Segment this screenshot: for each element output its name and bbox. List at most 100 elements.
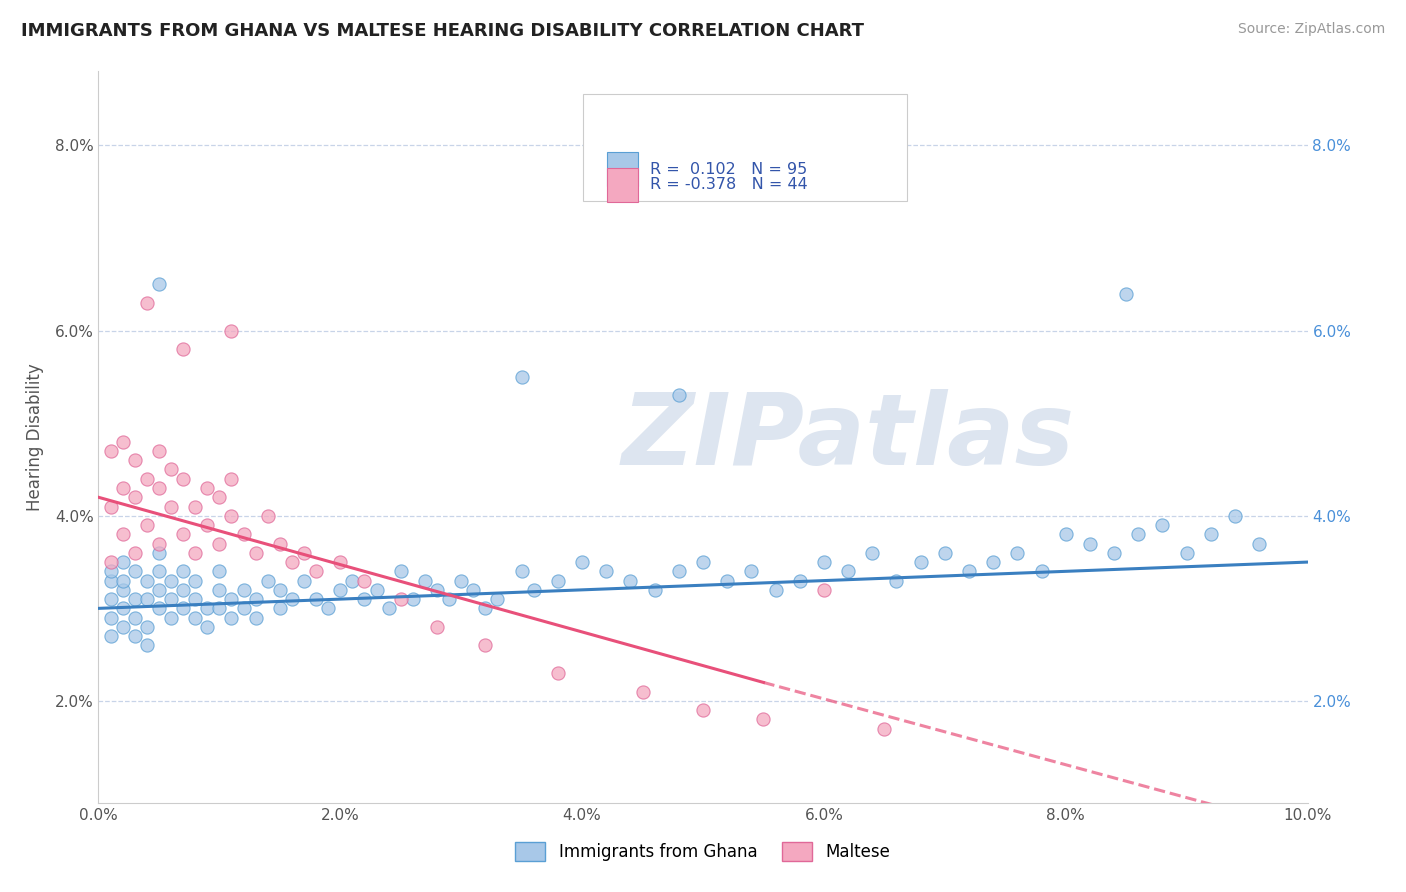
Point [1115, 286, 1137, 301]
Point [1249, 536, 1271, 550]
Point [692, 555, 714, 569]
Point [957, 565, 980, 579]
Point [111, 555, 134, 569]
Point [124, 629, 146, 643]
Point [111, 574, 134, 588]
Point [208, 582, 231, 597]
Point [474, 639, 496, 653]
Point [789, 574, 811, 588]
Point [100, 629, 122, 643]
Point [135, 574, 157, 588]
Point [668, 565, 690, 579]
Point [135, 472, 157, 486]
Point [195, 518, 218, 533]
Point [148, 601, 170, 615]
Point [463, 582, 485, 597]
Point [172, 601, 194, 615]
Point [510, 370, 533, 384]
Point [184, 610, 207, 624]
Point [353, 592, 375, 607]
Point [195, 481, 218, 495]
Point [813, 582, 835, 597]
Point [1223, 508, 1246, 523]
Y-axis label: Hearing Disability: Hearing Disability [25, 363, 44, 511]
Point [232, 527, 254, 541]
Point [148, 546, 170, 560]
Point [437, 592, 460, 607]
Point [740, 565, 762, 579]
Point [135, 639, 157, 653]
Point [111, 620, 134, 634]
Point [160, 500, 183, 514]
Point [245, 546, 267, 560]
Point [813, 555, 835, 569]
Point [160, 462, 183, 476]
Point [752, 713, 775, 727]
Point [860, 546, 883, 560]
Point [450, 574, 472, 588]
Point [305, 565, 328, 579]
Point [668, 388, 690, 402]
Point [148, 444, 170, 458]
Point [124, 592, 146, 607]
Point [184, 574, 207, 588]
Point [245, 592, 267, 607]
Point [523, 582, 546, 597]
Point [292, 574, 315, 588]
Point [208, 601, 231, 615]
Point [1031, 565, 1053, 579]
Point [100, 555, 122, 569]
Point [595, 565, 617, 579]
Point [160, 574, 183, 588]
Point [269, 536, 291, 550]
Point [474, 601, 496, 615]
Point [172, 582, 194, 597]
Point [100, 574, 122, 588]
Point [1078, 536, 1101, 550]
Point [195, 601, 218, 615]
Point [281, 555, 304, 569]
Point [873, 722, 896, 736]
Point [100, 592, 122, 607]
Point [281, 592, 304, 607]
Point [124, 490, 146, 504]
Point [1152, 518, 1174, 533]
Point [547, 574, 569, 588]
Point [172, 472, 194, 486]
Point [389, 565, 412, 579]
Point [148, 582, 170, 597]
Point [100, 444, 122, 458]
Point [232, 582, 254, 597]
Point [256, 508, 278, 523]
Text: Source: ZipAtlas.com: Source: ZipAtlas.com [1237, 22, 1385, 37]
Point [245, 610, 267, 624]
Point [221, 508, 243, 523]
Text: R = -0.378   N = 44: R = -0.378 N = 44 [650, 178, 807, 193]
Point [100, 610, 122, 624]
Point [160, 592, 183, 607]
Point [402, 592, 425, 607]
Point [148, 481, 170, 495]
Point [910, 555, 932, 569]
Point [547, 666, 569, 681]
Point [269, 601, 291, 615]
Point [135, 592, 157, 607]
Point [111, 601, 134, 615]
Point [221, 592, 243, 607]
Point [148, 536, 170, 550]
Point [1199, 527, 1222, 541]
Point [148, 277, 170, 292]
Point [619, 574, 641, 588]
Text: ZIPatlas: ZIPatlas [621, 389, 1074, 485]
Point [353, 574, 375, 588]
Point [221, 610, 243, 624]
Point [1007, 546, 1029, 560]
Point [111, 481, 134, 495]
Point [135, 518, 157, 533]
Point [389, 592, 412, 607]
Point [184, 500, 207, 514]
Point [316, 601, 339, 615]
Point [1128, 527, 1150, 541]
Point [184, 546, 207, 560]
Point [135, 620, 157, 634]
